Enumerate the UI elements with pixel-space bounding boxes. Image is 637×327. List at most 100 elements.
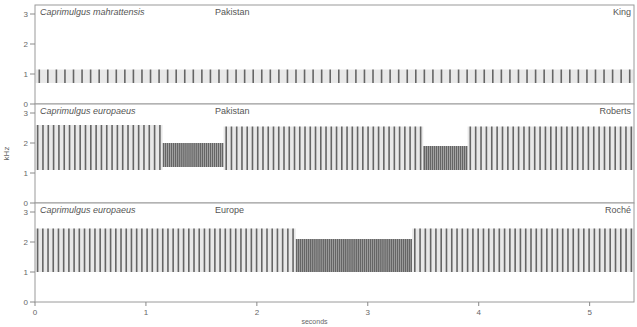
pulse (562, 229, 564, 273)
pulse (240, 229, 242, 273)
pulse (183, 229, 185, 273)
pulse (235, 70, 237, 84)
pulse (460, 146, 462, 170)
pulse (278, 70, 280, 84)
pulse (566, 127, 568, 171)
pulse (397, 239, 399, 272)
pulse (302, 239, 304, 272)
pulse (267, 127, 269, 171)
source-label: Roché (605, 205, 631, 215)
pulse (399, 239, 401, 272)
pulse (406, 239, 408, 272)
pulse (163, 143, 165, 167)
pulse (403, 239, 405, 272)
pulse (398, 70, 400, 84)
segment (35, 125, 163, 170)
pulse (321, 239, 323, 272)
pulse (47, 70, 49, 84)
pulse (518, 127, 520, 171)
pulse (185, 143, 187, 167)
pulse (348, 239, 350, 272)
pulse (458, 146, 460, 170)
pulse (195, 143, 197, 167)
pulse (450, 146, 452, 170)
pulse (625, 229, 627, 273)
pulse (146, 229, 148, 273)
pulse (68, 229, 70, 273)
pulse (38, 70, 40, 84)
pulse (53, 125, 55, 170)
pulse (370, 239, 372, 272)
pulse (399, 127, 401, 171)
pulse (309, 127, 311, 171)
pulse (509, 70, 511, 84)
y-tick-label: 0 (24, 100, 29, 109)
pulse (609, 127, 611, 171)
pulse (448, 146, 450, 170)
pulse (364, 239, 366, 272)
pulse (446, 146, 448, 170)
pulse (525, 229, 527, 273)
pulse (262, 127, 264, 171)
pulse (300, 239, 302, 272)
x-tick-label: 4 (476, 308, 481, 317)
pulse (294, 127, 296, 171)
pulse (304, 127, 306, 171)
panel: 0123Caprimulgus mahrattensisPakistanKing (24, 5, 634, 109)
pulse (571, 127, 573, 171)
pulse (577, 127, 579, 171)
pulse (462, 229, 464, 273)
pulse (475, 127, 477, 171)
pulse (415, 127, 417, 171)
pulse (319, 239, 321, 272)
pulse (614, 127, 616, 171)
pulse (273, 127, 275, 171)
panel-frame (35, 104, 634, 203)
pulse (612, 70, 614, 84)
pulse (586, 70, 588, 84)
pulse (42, 229, 44, 273)
pulse (178, 229, 180, 273)
pulse (251, 229, 253, 273)
pulse (518, 70, 520, 84)
y-tick (30, 242, 35, 243)
pulse (333, 239, 335, 272)
y-tick (30, 113, 35, 114)
pulse (472, 229, 474, 273)
pulse (414, 229, 416, 273)
pulse (340, 239, 342, 272)
pulse (307, 239, 309, 272)
pulse (177, 143, 179, 167)
y-tick (30, 173, 35, 174)
pulse (603, 70, 605, 84)
pulse (499, 229, 501, 273)
pulse (306, 239, 308, 272)
pulse (98, 70, 100, 84)
y-tick-label: 3 (24, 208, 29, 217)
pulse (133, 70, 135, 84)
pulse (167, 229, 169, 273)
pulse (449, 70, 451, 84)
pulse (367, 127, 369, 171)
pulse (210, 70, 212, 84)
pulse (452, 146, 454, 170)
pulse (79, 125, 81, 170)
pulse (241, 127, 243, 171)
pulse (230, 229, 232, 273)
pulse (122, 125, 124, 170)
pulse (214, 229, 216, 273)
pulse (425, 146, 427, 170)
pulse (227, 70, 229, 84)
pulse (432, 70, 434, 84)
pulse (535, 229, 537, 273)
pulse (520, 229, 522, 273)
pulse (64, 70, 66, 84)
pulse (588, 229, 590, 273)
pulse (631, 229, 633, 273)
pulse (111, 125, 113, 170)
pulse (502, 127, 504, 171)
pulse (373, 127, 375, 171)
pulse (366, 239, 368, 272)
pulse (387, 239, 389, 272)
pulse (252, 70, 254, 84)
